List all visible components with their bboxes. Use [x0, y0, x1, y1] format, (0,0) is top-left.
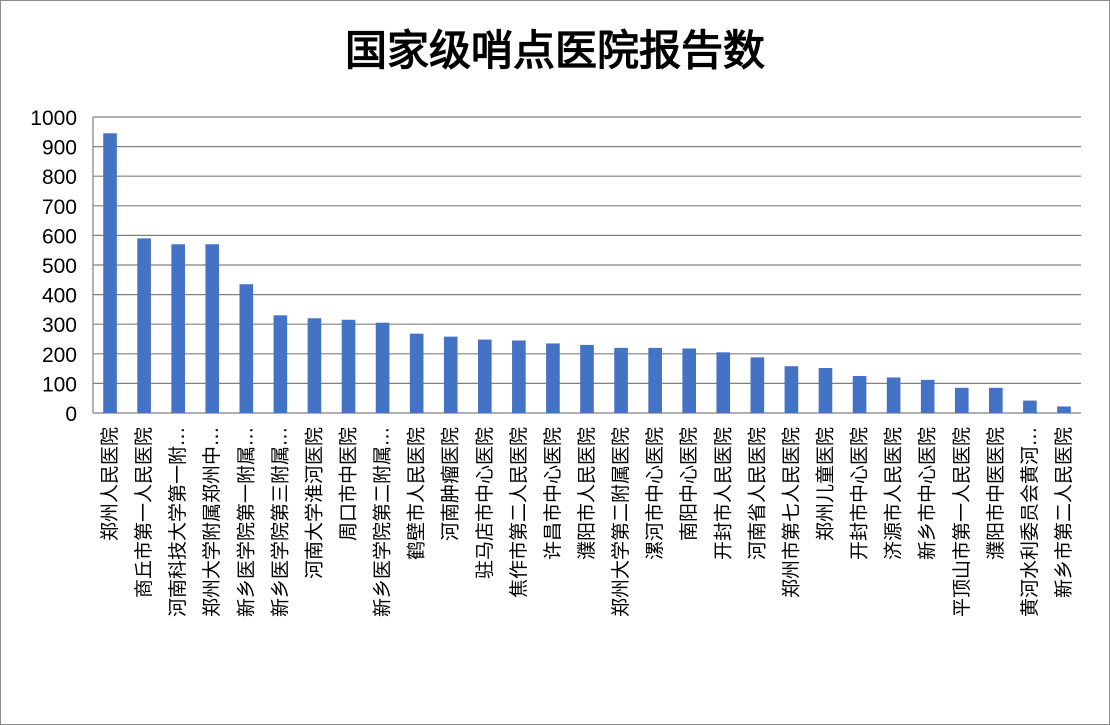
x-tick-label: 平顶山市第一人民医院 [951, 427, 973, 617]
x-tick-label: 河南科技大学第一附… [167, 427, 189, 617]
bar [443, 336, 458, 413]
bar [137, 238, 151, 413]
y-tick-label: 900 [42, 137, 77, 160]
x-tick-label: 鹤壁市人民医院 [406, 427, 428, 560]
bar [648, 347, 662, 413]
x-tick-label: 南阳中心医院 [678, 427, 700, 541]
y-tick-label: 200 [42, 344, 77, 367]
y-tick-label: 1000 [30, 107, 77, 130]
bar [1057, 406, 1071, 413]
bar [818, 368, 833, 413]
x-tick-label: 新乡医学院第二附属… [372, 427, 394, 617]
bar [205, 244, 220, 413]
y-tick-label: 400 [42, 285, 77, 308]
bar [989, 387, 1003, 413]
x-tick-label: 河南大学淮河医院 [303, 427, 325, 579]
x-tick-label: 郑州儿童医院 [814, 427, 836, 541]
y-tick-label: 800 [42, 166, 77, 189]
bar [852, 376, 867, 413]
bar [409, 333, 424, 413]
x-tick-label: 郑州人民医院 [99, 427, 121, 541]
bar [307, 318, 322, 413]
bar [920, 379, 935, 413]
y-tick-label: 300 [42, 314, 77, 337]
bar [546, 343, 560, 413]
bar [477, 339, 492, 413]
bar [682, 348, 697, 413]
x-tick-label: 漯河市中心医院 [644, 427, 666, 560]
y-tick-label: 600 [42, 225, 77, 248]
bar [375, 322, 390, 413]
bar [784, 366, 799, 413]
bar [171, 244, 185, 413]
x-axis-tick-labels: 郑州人民医院 商丘市第一人民医院 河南科技大学第一附… 郑州大学附属郑州中… 新乡医学院… [99, 427, 1075, 617]
y-tick-label: 0 [65, 403, 77, 426]
bar [580, 344, 594, 413]
y-tick-label: 500 [42, 255, 77, 278]
x-tick-label: 许昌市中心医院 [542, 427, 564, 560]
y-tick-label: 700 [42, 196, 77, 219]
x-tick-label: 新乡市第二人民医院 [1053, 427, 1075, 598]
bar [512, 340, 526, 413]
bar [273, 315, 288, 413]
x-tick-label: 郑州大学附属郑州中… [201, 427, 223, 617]
x-tick-label: 濮阳市人民医院 [576, 427, 598, 560]
bar [886, 377, 901, 413]
bar [1023, 400, 1037, 413]
x-tick-label: 濮阳市中医医院 [985, 427, 1007, 560]
bar [103, 133, 117, 413]
x-tick-label: 开封市中心医院 [849, 427, 871, 560]
y-axis-tick-labels: 0 100 200 300 400 500 600 700 800 900 1000 [30, 107, 77, 426]
y-tick-label: 100 [42, 373, 77, 396]
bar [341, 319, 356, 413]
x-tick-label: 济源市人民医院 [883, 427, 905, 560]
x-tick-label: 商丘市第一人民医院 [133, 427, 155, 598]
x-tick-label: 开封市人民医院 [712, 427, 734, 560]
bar [750, 357, 765, 413]
x-tick-label: 郑州市第七人民医院 [780, 427, 802, 598]
x-tick-label: 河南肿瘤医院 [440, 427, 462, 541]
x-tick-label: 新乡医学院第三附属… [269, 427, 291, 617]
bar [716, 352, 731, 413]
x-tick-label: 周口市中医院 [338, 427, 360, 541]
bar [239, 284, 254, 413]
bar [614, 347, 628, 413]
x-tick-label: 焦作市第二人民医院 [508, 427, 530, 598]
x-tick-label: 河南省人民医院 [746, 427, 768, 560]
bars [103, 133, 1071, 413]
chart-title: 国家级哨点医院报告数 [344, 26, 765, 75]
x-tick-label: 郑州大学第二附属医院 [610, 427, 632, 617]
x-tick-label: 新乡市中心医院 [917, 427, 939, 560]
x-tick-label: 驻马店市中心医院 [474, 427, 496, 579]
bar [954, 387, 969, 413]
x-tick-label: 黄河水利委员会黄河… [1019, 427, 1041, 617]
x-tick-label: 新乡医学院第一附属… [235, 427, 257, 617]
